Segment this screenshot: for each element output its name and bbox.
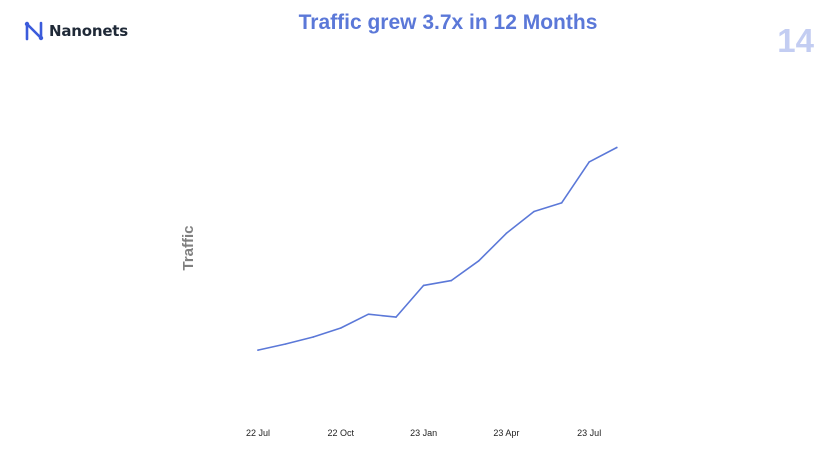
x-axis-ticks: 22 Jul 22 Oct 23 Jan 23 Apr 23 Jul [246,428,601,438]
data-point-sep-22 [312,336,315,338]
data-point-feb-23 [450,279,453,282]
y-axis-label: Traffic [180,225,197,270]
nanonets-logo-icon [24,21,44,41]
x-tick-label: 23 Jul [577,428,601,438]
data-point-aug-22 [284,343,287,345]
data-point-jul-22 [257,349,259,351]
data-point-jul-23 [588,161,590,163]
page-title: Traffic grew 3.7x in 12 Months [298,11,598,34]
x-tick-label: 23 Jan [410,428,437,438]
series-line-traffic [257,146,618,351]
data-point-mar-23 [478,260,480,262]
data-point-may-23 [533,210,535,213]
x-tick-label: 22 Oct [328,428,355,438]
series-group [257,146,618,351]
data-point-jan-23 [422,284,425,287]
data-point-dec-22 [395,316,397,318]
data-point-apr-23 [505,232,508,235]
page-number: 14 [777,22,814,59]
data-point-aug-23 [616,146,618,149]
x-tick-label: 23 Apr [493,428,519,438]
data-point-nov-22 [367,313,370,316]
brand-logo: Nanonets [24,20,128,42]
data-point-jun-23 [560,202,563,204]
y-axis-label-group: Traffic [180,225,197,270]
brand-name: Nanonets [49,22,129,40]
data-point-oct-22 [340,327,342,329]
x-tick-label: 22 Jul [246,428,270,438]
